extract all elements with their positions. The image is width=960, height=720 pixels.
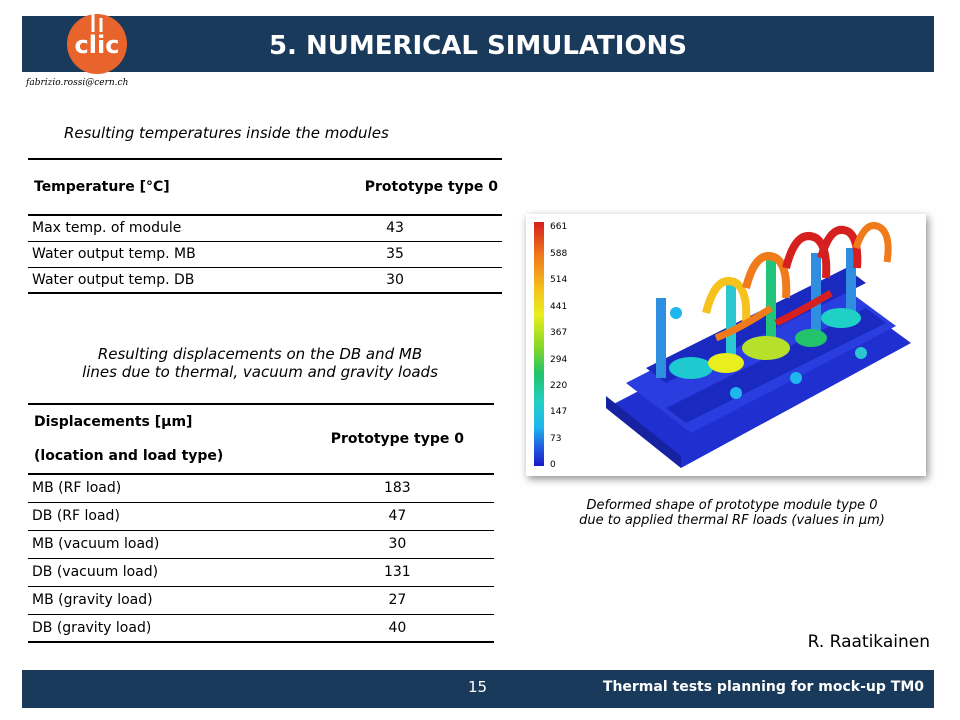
page-number: 15 [468, 678, 488, 696]
table-cell: DB (RF load) [32, 508, 120, 524]
table-cell: MB (RF load) [32, 480, 122, 497]
table-cell: 40 [388, 619, 407, 636]
temperature-caption: Resulting temperatures inside the module… [64, 124, 389, 142]
table-row: Max temp. of module 43 [28, 215, 502, 241]
table-row: DB (gravity load) 40 [28, 614, 494, 642]
table-cell: 47 [388, 508, 407, 524]
table-cell: MB (gravity load) [32, 592, 153, 608]
legend-label: 441 [550, 302, 568, 312]
table-row: MB (gravity load) 27 [28, 586, 494, 614]
caption-line: due to applied thermal RF loads (values … [579, 513, 885, 528]
table-row: DB (RF load) 47 [28, 502, 494, 530]
column-header: Temperature [°C] [34, 179, 170, 195]
table-cell: Water output temp. DB [32, 271, 195, 288]
figure-caption: Deformed shape of prototype module type … [532, 498, 932, 528]
color-legend-bar [534, 222, 544, 466]
legend-label: 661 [550, 222, 568, 232]
title-bar: 5. NUMERICAL SIMULATIONS [22, 16, 934, 72]
logo-text: clic [75, 31, 120, 59]
caption-line: Deformed shape of prototype module type … [586, 498, 878, 513]
legend-label: 294 [550, 355, 568, 365]
table-cell: Water output temp. MB [32, 246, 196, 262]
table-cell: DB (gravity load) [32, 619, 152, 636]
table-row: MB (vacuum load) 30 [28, 530, 494, 558]
clic-logo: clic [67, 12, 127, 74]
legend-label: 73 [550, 434, 562, 444]
slide-title: 5. NUMERICAL SIMULATIONS [268, 31, 688, 61]
legend-label: 147 [550, 407, 568, 417]
table-row: Water output temp. DB 30 [28, 267, 502, 293]
table-header-row: Displacements [μm] (location and load ty… [28, 404, 494, 474]
table-cell: 183 [383, 480, 411, 497]
footer-bar [22, 670, 934, 708]
table-cell: 27 [388, 592, 407, 608]
column-header: Prototype type 0 [364, 179, 498, 195]
table-header-row: Temperature [°C] Prototype type 0 [28, 159, 502, 215]
table-row: DB (vacuum load) 131 [28, 558, 494, 586]
email: fabrizio.rossi@cern.ch [26, 78, 129, 88]
legend-label: 367 [550, 328, 568, 338]
table-cell: Max temp. of module [32, 220, 182, 237]
legend-label: 588 [550, 249, 568, 259]
author-name: R. Raatikainen [807, 632, 930, 652]
temperature-table: Temperature [°C] Prototype type 0 Max te… [28, 158, 502, 294]
table-row: MB (RF load) 183 [28, 474, 494, 502]
header-line: (location and load type) [34, 448, 224, 464]
table-cell: 35 [386, 246, 404, 262]
table-cell: 131 [383, 564, 411, 580]
simulation-figure: 661 588 514 441 367 294 220 147 73 0 [526, 214, 926, 476]
legend-label: 220 [550, 381, 568, 391]
column-header: Displacements [μm] (location and load ty… [28, 404, 301, 474]
table-cell: 30 [388, 536, 407, 552]
table-cell: 43 [386, 220, 404, 237]
footer-title: Thermal tests planning for mock-up TM0 [602, 679, 924, 695]
displacement-caption: Resulting displacements on the DB and MB… [30, 345, 490, 381]
displacement-table: Displacements [μm] (location and load ty… [28, 403, 494, 643]
caption-line: Resulting displacements on the DB and MB [97, 345, 423, 363]
table-cell: DB (vacuum load) [32, 564, 159, 580]
header-line: Displacements [μm] [34, 414, 193, 430]
table-cell: MB (vacuum load) [32, 536, 160, 552]
table-cell: 30 [386, 271, 404, 288]
caption-line: lines due to thermal, vacuum and gravity… [82, 363, 438, 381]
deformed-module-render [606, 222, 911, 468]
table-row: Water output temp. MB 35 [28, 241, 502, 267]
column-header: Prototype type 0 [330, 431, 464, 447]
legend-label: 514 [550, 275, 568, 285]
legend-label: 0 [550, 460, 556, 470]
